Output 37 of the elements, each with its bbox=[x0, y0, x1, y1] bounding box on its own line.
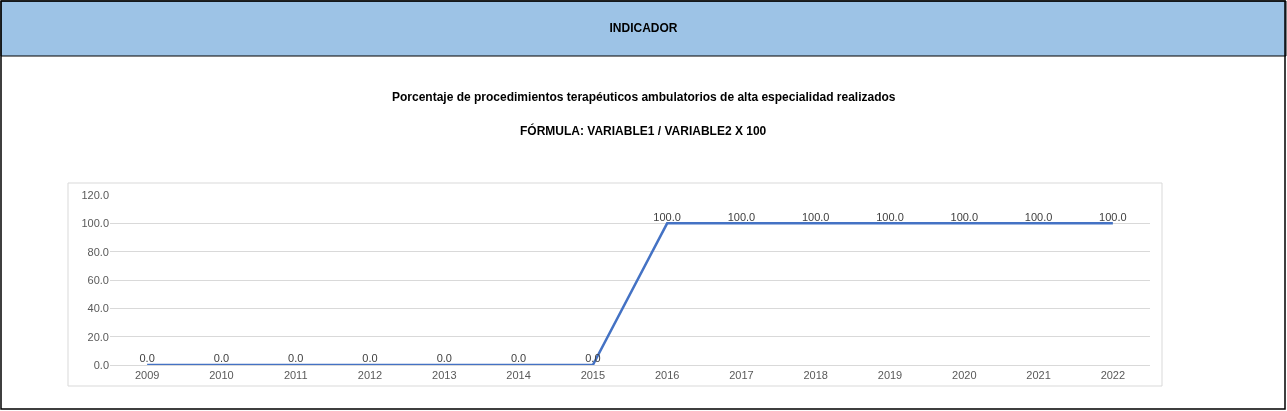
chart-subtitle: Porcentaje de procedimientos terapéuticos ambulatorios de alta especialidad realizados bbox=[392, 90, 896, 104]
x-tick-label: 2015 bbox=[580, 369, 606, 382]
x-tick-label: 2012 bbox=[357, 369, 383, 382]
x-tick-label: 2021 bbox=[1026, 369, 1051, 382]
x-tick-label: 2017 bbox=[729, 369, 754, 382]
data-label: 100.0 bbox=[950, 210, 979, 223]
x-tick-label: 2016 bbox=[654, 369, 680, 382]
data-label: 0.0 bbox=[213, 352, 230, 365]
x-tick-label: 2022 bbox=[1100, 369, 1126, 382]
y-tick-label: 60.0 bbox=[87, 273, 109, 286]
text: FÓRMULA: VARIABLE1 / VARIABLE2 X 100 bbox=[520, 123, 767, 138]
data-label: 100.0 bbox=[801, 210, 830, 223]
y-tick-label: 120.0 bbox=[81, 188, 109, 201]
y-tick-label: 100.0 bbox=[81, 217, 109, 230]
data-label: 100.0 bbox=[876, 210, 904, 223]
chart-title: INDICADOR bbox=[609, 21, 678, 36]
x-tick-label: 2018 bbox=[803, 369, 828, 382]
data-label: 100.0 bbox=[1024, 210, 1053, 223]
x-tick-label: 2010 bbox=[209, 369, 234, 382]
data-label: 0.0 bbox=[288, 352, 304, 365]
y-tick-label: 40.0 bbox=[87, 302, 109, 315]
data-label: 0.0 bbox=[436, 352, 452, 365]
data-label: 0.0 bbox=[510, 352, 527, 365]
x-tick-label: 2014 bbox=[506, 369, 531, 382]
data-label: 100.0 bbox=[653, 210, 681, 223]
data-label: 0.0 bbox=[362, 352, 378, 365]
x-tick-label: 2013 bbox=[432, 369, 457, 382]
x-tick-label: 2009 bbox=[134, 369, 160, 382]
data-label: 100.0 bbox=[1099, 210, 1127, 223]
y-tick-label: 80.0 bbox=[87, 245, 109, 258]
data-label: 0.0 bbox=[139, 352, 155, 365]
y-tick-label: 0.0 bbox=[93, 358, 109, 371]
data-label: 100.0 bbox=[727, 210, 756, 223]
x-tick-label: 2019 bbox=[877, 369, 903, 382]
x-tick-label: 2020 bbox=[952, 369, 977, 382]
y-tick-label: 20.0 bbox=[87, 330, 109, 343]
x-tick-label: 2011 bbox=[283, 369, 308, 382]
